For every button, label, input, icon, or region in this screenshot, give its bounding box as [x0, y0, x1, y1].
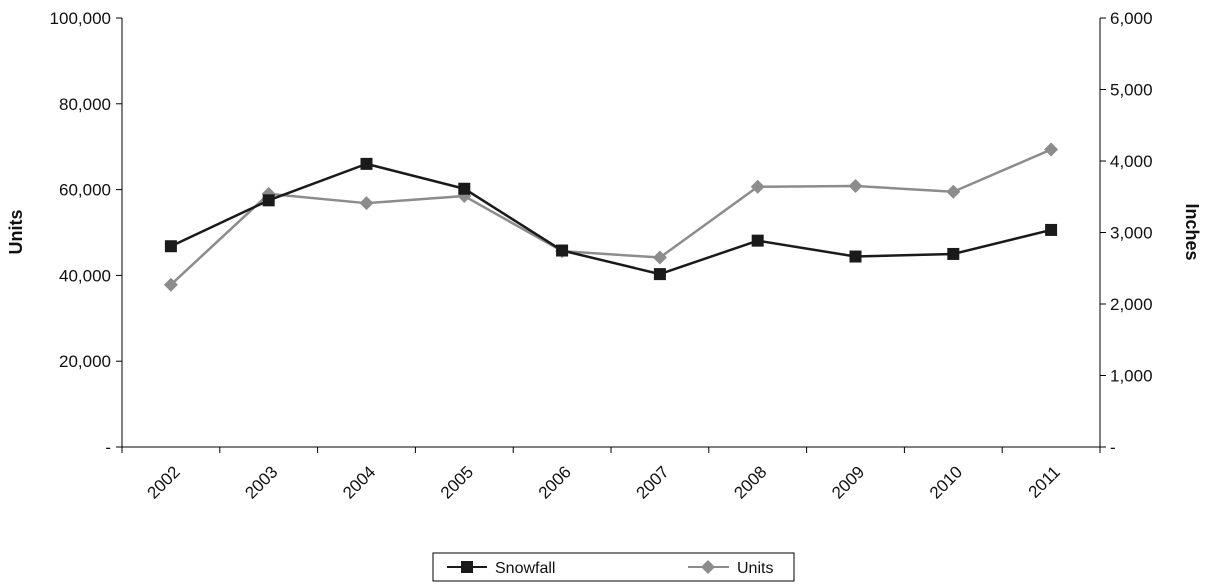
- legend-box: [432, 552, 795, 582]
- x-tick-label: 2004: [339, 462, 379, 502]
- data-point-units: [848, 179, 863, 194]
- y-tick-left-label: 40,000: [59, 266, 111, 285]
- data-point-snowfall: [360, 157, 373, 170]
- x-tick-label: 2006: [535, 462, 575, 502]
- data-point-snowfall: [458, 182, 471, 195]
- y-tick-right-label: -: [1110, 438, 1116, 457]
- x-tick-label: 2007: [633, 462, 673, 502]
- y-tick-left-label: -: [105, 438, 111, 457]
- data-point-units: [359, 196, 374, 211]
- data-point-snowfall: [849, 250, 862, 263]
- data-point-units: [750, 179, 765, 194]
- legend: Snowfall Units: [432, 552, 795, 582]
- y-tick-right-label: 4,000: [1110, 152, 1153, 171]
- data-point-snowfall: [1045, 223, 1058, 236]
- data-point-snowfall: [653, 268, 666, 281]
- legend-snowfall-marker: [461, 561, 473, 573]
- series-line-units: [170, 148, 1052, 286]
- series-units: [163, 142, 1059, 292]
- y-tick-right-label: 5,000: [1110, 81, 1153, 100]
- data-point-units: [163, 277, 178, 292]
- legend-item-units: Units: [688, 560, 773, 577]
- x-tick-label: 2009: [828, 462, 868, 502]
- data-point-snowfall: [947, 247, 960, 260]
- y-tick-left-label: 100,000: [50, 9, 111, 28]
- series-snowfall: [164, 157, 1058, 281]
- x-tick-label: 2003: [241, 462, 281, 502]
- x-tick-label: 2008: [730, 462, 770, 502]
- y-tick-right-label: 6,000: [1110, 9, 1153, 28]
- data-point-snowfall: [556, 244, 569, 257]
- data-point-units: [1044, 142, 1059, 157]
- series-line-snowfall: [170, 162, 1052, 276]
- axes: [116, 17, 1106, 453]
- y-tick-right-label: 1,000: [1110, 367, 1153, 386]
- legend-units-marker: [701, 560, 715, 574]
- data-point-snowfall: [262, 194, 275, 207]
- legend-units-label: Units: [737, 560, 773, 577]
- y-tick-right-label: 2,000: [1110, 295, 1153, 314]
- y-tick-left-label: 80,000: [59, 95, 111, 114]
- data-point-units: [652, 250, 667, 265]
- series-plot-area: [163, 142, 1059, 292]
- data-point-snowfall: [751, 234, 764, 247]
- x-tick-label: 2011: [1025, 462, 1064, 501]
- y-axis-title-left: Units: [6, 210, 26, 255]
- x-tick-label: 2010: [926, 462, 966, 502]
- legend-item-snowfall: Snowfall: [447, 560, 555, 577]
- y-axis-title-right: Inches: [1182, 203, 1202, 260]
- legend-snowfall-label: Snowfall: [495, 560, 555, 577]
- y-tick-left-label: 60,000: [59, 181, 111, 200]
- data-point-snowfall: [164, 240, 177, 253]
- x-tick-label: 2005: [437, 462, 477, 502]
- data-point-units: [946, 184, 961, 199]
- x-tick-label: 2002: [144, 462, 184, 502]
- y-tick-left-label: 20,000: [59, 352, 111, 371]
- tick-labels: - 20,000 40,000 60,000 80,000 100,000 - 1,000 2,…: [50, 9, 1153, 503]
- y-tick-right-label: 3,000: [1110, 224, 1153, 243]
